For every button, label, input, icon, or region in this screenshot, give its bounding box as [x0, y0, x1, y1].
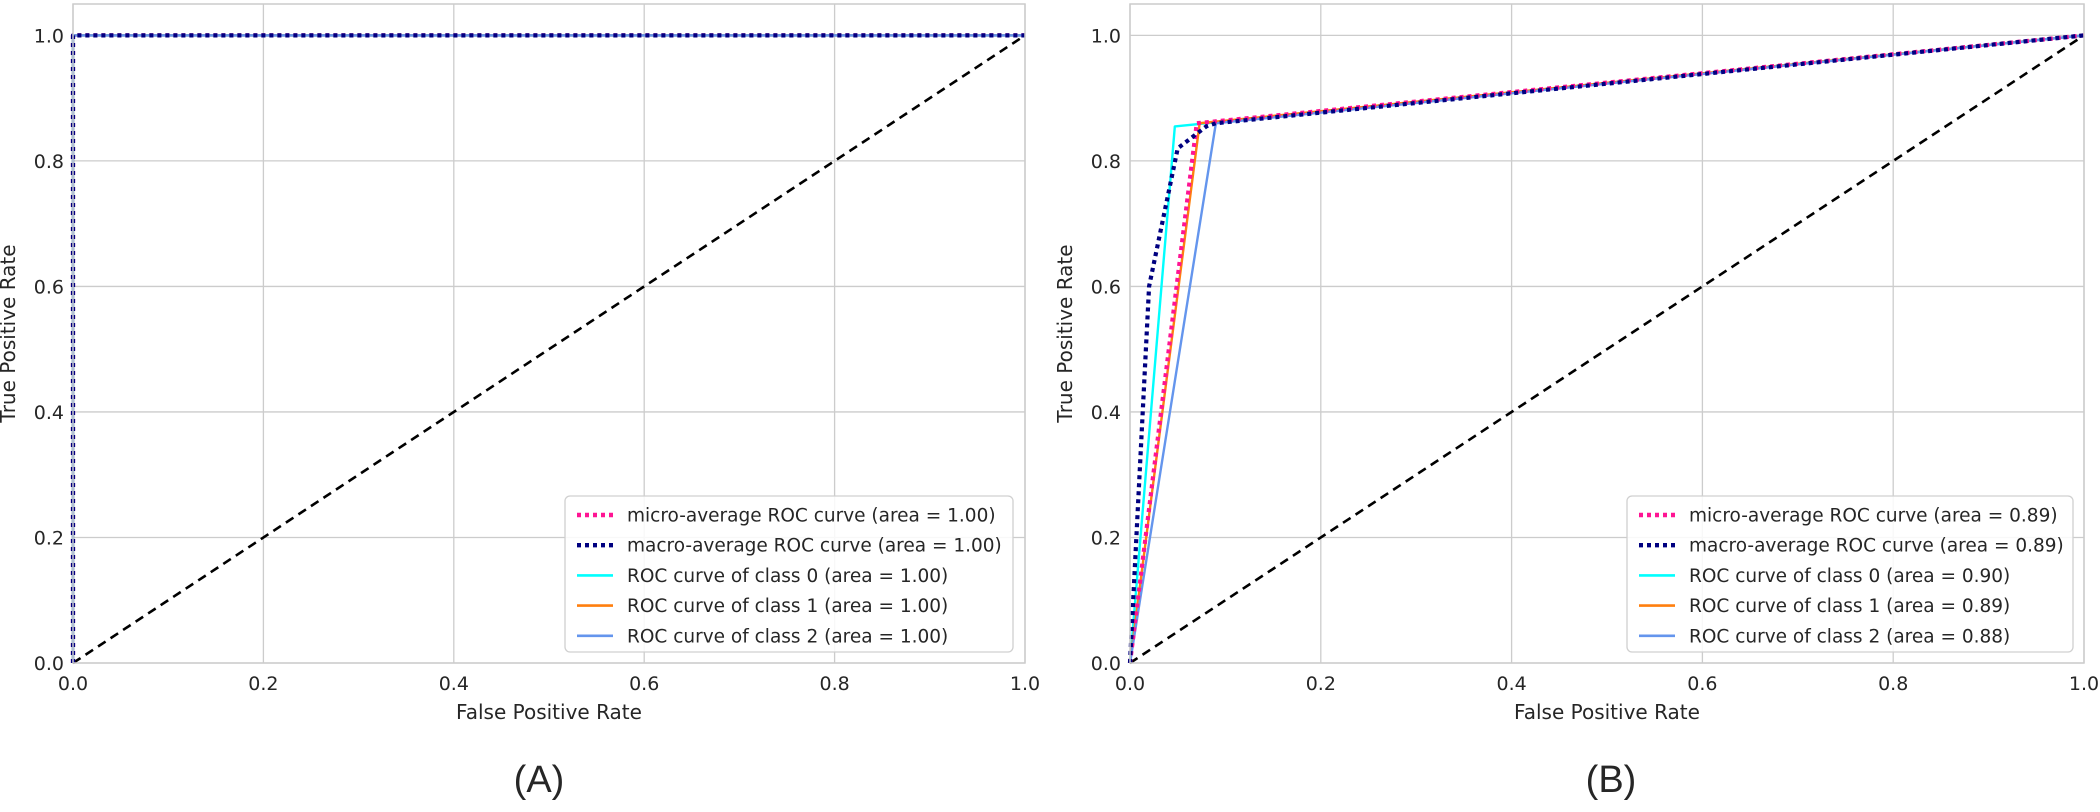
y-tick-label: 0.2 [1091, 527, 1121, 549]
x-tick-label: 0.8 [819, 673, 849, 695]
legend-entry-4: ROC curve of class 2 (area = 1.00) [627, 626, 948, 647]
x-tick-label: 0.6 [1687, 673, 1717, 695]
legend-entry-3: ROC curve of class 1 (area = 1.00) [627, 596, 948, 617]
y-tick-label: 0.6 [1091, 276, 1121, 298]
y-tick-label: 0.6 [34, 276, 64, 298]
legend-box [564, 495, 1014, 653]
chance-diagonal-line [72, 34, 1026, 665]
plot-frame [72, 3, 1026, 664]
legend-entry-1: macro-average ROC curve (area = 0.89) [1689, 536, 2064, 557]
x-axis-label: False Positive Rate [1514, 700, 1700, 724]
y-tick-label: 0.0 [34, 653, 64, 675]
y-axis-label: True Positive Rate [0, 244, 20, 423]
x-tick-label: 0.2 [1306, 673, 1336, 695]
legend: micro-average ROC curve (area = 1.00) mac… [564, 495, 1014, 653]
y-tick-label: 0.4 [1091, 402, 1121, 424]
x-tick-label: 0.4 [439, 673, 469, 695]
x-tick-label: 0.0 [1115, 673, 1145, 695]
x-tick-label: 1.0 [1010, 673, 1040, 695]
legend-entry-1: macro-average ROC curve (area = 1.00) [627, 536, 1002, 557]
x-tick-label: 0.2 [248, 673, 278, 695]
legend-entry-2: ROC curve of class 0 (area = 1.00) [627, 566, 948, 587]
y-axis-label: True Positive Rate [1053, 244, 1077, 423]
legend-entry-0: micro-average ROC curve (area = 0.89) [1689, 506, 2058, 527]
legend-entry-2: ROC curve of class 0 (area = 0.90) [1689, 566, 2010, 587]
legend-entry-0: micro-average ROC curve (area = 1.00) [627, 506, 996, 527]
y-tick-label: 0.8 [34, 151, 64, 173]
panel-label: (B) [1586, 759, 1637, 801]
y-tick-label: 0.8 [1091, 151, 1121, 173]
legend-entry-3: ROC curve of class 1 (area = 0.89) [1689, 596, 2010, 617]
chance-diagonal-line [1129, 34, 2085, 665]
y-tick-label: 0.2 [34, 527, 64, 549]
x-tick-label: 0.0 [58, 673, 88, 695]
legend-box [1626, 495, 2074, 653]
x-tick-label: 0.8 [1878, 673, 1908, 695]
legend-entry-4: ROC curve of class 2 (area = 0.88) [1689, 626, 2010, 647]
y-tick-label: 0.0 [1091, 653, 1121, 675]
x-tick-label: 0.6 [629, 673, 659, 695]
roc-panel-a: 0.0 0.2 0.4 0.6 0.8 1.0 0.0 0.2 0.4 0.6 0.8 1.0 Fals… [0, 3, 1040, 801]
plot-frame [1129, 3, 2085, 664]
y-tick-label: 1.0 [34, 25, 64, 47]
x-tick-label: 0.4 [1496, 673, 1526, 695]
x-axis-label: False Positive Rate [456, 700, 642, 724]
roc-panel-b: 0.0 0.2 0.4 0.6 0.8 1.0 0.0 0.2 0.4 0.6 0.8 1.0 Fals… [1053, 3, 2099, 801]
panel-label: (A) [514, 759, 565, 801]
y-tick-label: 0.4 [34, 402, 64, 424]
x-tick-label: 1.0 [2069, 673, 2099, 695]
y-tick-label: 1.0 [1091, 25, 1121, 47]
legend: micro-average ROC curve (area = 0.89) mac… [1626, 495, 2074, 653]
